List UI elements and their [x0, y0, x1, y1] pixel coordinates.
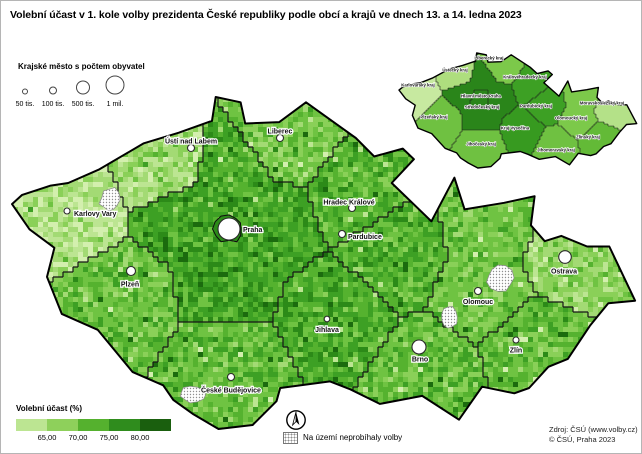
city-label: Zlín	[510, 348, 522, 355]
region-label: Jihomoravský kraj	[537, 148, 575, 153]
city-size-label: 100 tis.	[42, 101, 65, 108]
region-label: Kraj Vysočina	[501, 126, 530, 131]
city-marker	[473, 286, 483, 296]
city-marker	[323, 315, 331, 323]
region-label: Pardubický kraj	[520, 104, 552, 109]
city-marker	[63, 207, 71, 215]
city-marker	[558, 250, 572, 264]
city-label: Hradec Králové	[323, 200, 374, 207]
source-line: Zdroj: ČSÚ (www.volby.cz)	[549, 425, 638, 434]
region-label: Královéhradecký kraj	[503, 75, 546, 80]
city-label: České Budějovice	[201, 386, 261, 395]
region-label: Olomoucký kraj	[555, 116, 587, 121]
city-size-legend-title: Krajské město s počtem obyvatel	[18, 62, 145, 71]
city-size-circle	[76, 80, 90, 95]
city-label: Karlovy Vary	[74, 211, 117, 218]
city-size-circle	[49, 86, 57, 95]
city-size-label: 500 tis.	[72, 101, 95, 108]
turnout-tick-label: 70,00	[68, 433, 88, 442]
city-label: Ústí nad Labem	[165, 137, 217, 146]
city-label: Olomouc	[463, 299, 493, 306]
city-size-circle	[105, 75, 125, 95]
city-size-label: 50 tis.	[16, 101, 35, 108]
city-marker	[275, 133, 285, 143]
city-label: Plzeň	[121, 282, 139, 289]
region-label: Ústecký kraj	[442, 68, 467, 73]
city-marker	[347, 203, 357, 213]
turnout-tick-label: 80,00	[130, 433, 150, 442]
copyright-line: © ČSÚ, Praha 2023	[549, 435, 616, 444]
city-label: Liberec	[268, 129, 293, 136]
turnout-tick-label: 75,00	[99, 433, 119, 442]
city-size-label: 1 mil.	[107, 101, 124, 108]
turnout-class-swatch	[78, 419, 109, 431]
region-label: Jihočeský kraj	[466, 142, 496, 147]
page-title: Volební účast v 1. kole volby prezidenta…	[10, 9, 522, 21]
region-label: Hlavní město Praha	[461, 94, 501, 99]
city-label: Ostrava	[551, 269, 577, 276]
city-marker	[411, 339, 427, 355]
city-marker	[512, 336, 520, 344]
turnout-legend-title: Volební účast (%)	[16, 404, 83, 413]
city-marker	[217, 217, 241, 241]
turnout-class-swatch	[16, 419, 47, 431]
region-label: Zlínský kraj	[576, 135, 600, 140]
turnout-class-swatch	[140, 419, 171, 431]
no-vote-legend-label: Na území neprobíhaly volby	[303, 433, 403, 442]
region-label: Moravskoslezský kraj	[580, 101, 624, 106]
city-label: Brno	[412, 357, 428, 364]
city-marker	[226, 372, 236, 382]
region-label: Středočeský kraj	[465, 105, 499, 110]
city-marker	[125, 265, 137, 277]
city-label: Praha	[243, 227, 263, 234]
city-marker	[337, 229, 347, 239]
no-vote-hatch-swatch	[283, 432, 298, 444]
city-label: Jihlava	[315, 327, 339, 334]
city-label: Pardubice	[348, 234, 382, 241]
turnout-legend-ramp	[16, 419, 171, 431]
source-credit: Zdroj: ČSÚ (www.volby.cz) © ČSÚ, Praha 2…	[549, 425, 638, 445]
turnout-class-swatch	[47, 419, 78, 431]
region-label: Karlovarský kraj	[401, 83, 434, 88]
turnout-legend-ticks: 65,00 70,00 75,00 80,00	[0, 433, 250, 443]
region-label: Liberecký kraj	[475, 56, 504, 61]
turnout-class-swatch	[109, 419, 140, 431]
north-arrow-icon	[286, 410, 306, 430]
city-size-circle	[22, 88, 28, 95]
city-size-legend: 50 tis. 100 tis. 500 tis. 1 mil.	[16, 75, 125, 108]
city-marker	[186, 143, 196, 153]
turnout-tick-label: 65,00	[37, 433, 57, 442]
region-label: Plzeňský kraj	[420, 115, 447, 120]
